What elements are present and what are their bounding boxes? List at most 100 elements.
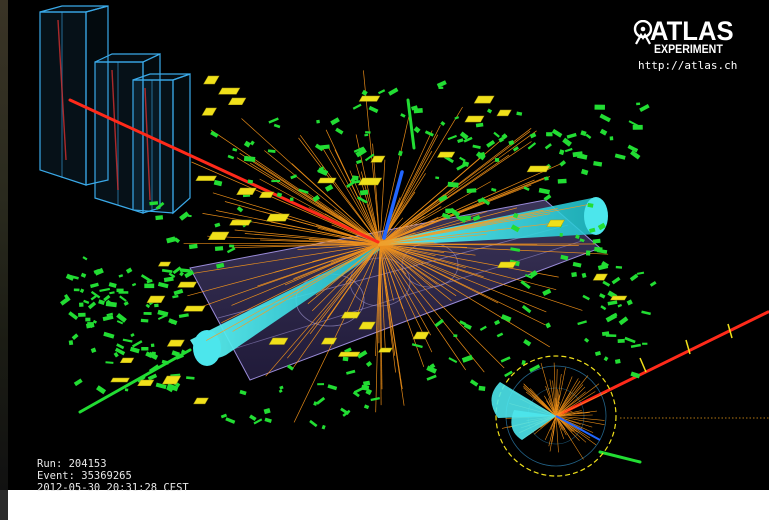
calorimeter-hit bbox=[309, 419, 318, 428]
chamber-hit bbox=[236, 187, 257, 195]
calorimeter-hit bbox=[359, 189, 369, 196]
inset-track bbox=[555, 410, 573, 417]
calorimeter-hit bbox=[116, 288, 124, 293]
inset-track bbox=[555, 392, 607, 417]
calorimeter-hit bbox=[447, 181, 459, 188]
calorimeter-hit bbox=[352, 391, 360, 398]
inset-track bbox=[555, 415, 559, 453]
calorimeter-hit bbox=[102, 314, 114, 322]
inset-track bbox=[555, 414, 593, 417]
calorimeter-hit bbox=[571, 271, 577, 278]
calorimeter-hit bbox=[624, 336, 636, 344]
calorimeter-hit bbox=[148, 364, 160, 374]
calorimeter-hit bbox=[607, 300, 618, 306]
inset-track bbox=[555, 375, 589, 417]
calorimeter-hit bbox=[90, 347, 97, 354]
calorimeter-hit bbox=[564, 147, 573, 153]
hadron-track bbox=[327, 146, 381, 245]
calorimeter-hit bbox=[455, 215, 466, 224]
calorimeter-hit bbox=[572, 261, 582, 268]
hadron-track bbox=[379, 130, 537, 245]
hadron-track bbox=[379, 243, 452, 301]
hadron-track bbox=[379, 243, 419, 266]
calorimeter-hit bbox=[642, 342, 648, 345]
calorimeter-hit bbox=[566, 132, 577, 139]
calorimeter-hit bbox=[214, 222, 221, 228]
calorimeter-hit bbox=[172, 266, 182, 275]
calorimeter-hit bbox=[581, 272, 587, 279]
calorimeter-hit bbox=[562, 137, 572, 147]
calorimeter-hit bbox=[144, 283, 155, 289]
calorimeter-hit bbox=[597, 222, 606, 231]
calorimeter-hit bbox=[580, 168, 589, 176]
calorimeter-hit bbox=[478, 385, 486, 392]
calorimeter-hit bbox=[145, 351, 153, 359]
hadron-track bbox=[379, 134, 508, 245]
chamber-hit bbox=[162, 375, 182, 385]
chamber-hit bbox=[358, 321, 376, 330]
calorimeter-hit bbox=[411, 343, 423, 349]
calorimeter-hit bbox=[342, 409, 351, 417]
chamber-hit bbox=[258, 191, 275, 198]
calorimeter-hit bbox=[114, 347, 126, 356]
calorimeter-hit bbox=[175, 354, 184, 360]
calorimeter-hit bbox=[426, 365, 437, 374]
calorimeter-hit bbox=[342, 356, 349, 362]
calorimeter-hit bbox=[154, 303, 159, 308]
hadron-track bbox=[325, 129, 381, 245]
hadron-track bbox=[379, 207, 518, 245]
hadron-track bbox=[236, 157, 381, 245]
logo-title: ATLAS bbox=[650, 16, 734, 46]
calorimeter-hit bbox=[116, 343, 125, 350]
calorimeter-hit bbox=[141, 347, 149, 351]
calorimeter-hit bbox=[585, 250, 591, 256]
calorimeter-hit bbox=[313, 401, 318, 406]
calorimeter-hit bbox=[145, 303, 151, 309]
calorimeter-hit bbox=[602, 280, 611, 287]
inset-track bbox=[540, 362, 557, 417]
chamber-hit bbox=[317, 177, 337, 184]
calorimeter-hit bbox=[614, 358, 621, 364]
calorimeter-hit bbox=[632, 124, 643, 130]
calorimeter-hit bbox=[316, 396, 326, 405]
calorimeter-hit bbox=[542, 288, 552, 296]
inset-track bbox=[548, 415, 557, 447]
calorimeter-hit bbox=[486, 108, 493, 114]
calorimeter-hit bbox=[289, 197, 294, 202]
calorimeter-hit bbox=[543, 194, 552, 202]
hadron-track bbox=[191, 161, 381, 245]
inset-track bbox=[555, 415, 605, 421]
calorimeter-hit bbox=[510, 247, 521, 252]
calorimeter-hit bbox=[357, 350, 368, 359]
calorimeter-hit bbox=[65, 273, 75, 281]
calorimeter-hit bbox=[378, 89, 386, 95]
hadron-track bbox=[297, 243, 381, 250]
calorimeter-hit bbox=[278, 389, 283, 393]
calorimeter-hit bbox=[85, 317, 91, 322]
calorimeter-hit bbox=[605, 313, 618, 323]
calorimeter-hit bbox=[630, 150, 641, 160]
hadron-track bbox=[265, 243, 381, 377]
calorimeter-hit bbox=[520, 280, 531, 290]
calorimeter-hit bbox=[609, 136, 614, 141]
calorimeter-hit bbox=[317, 383, 325, 386]
calorimeter-hit bbox=[529, 132, 537, 139]
atlas-figure-icon bbox=[633, 20, 653, 45]
calorimeter-hit bbox=[123, 301, 129, 306]
calorimeter-hit bbox=[559, 232, 563, 237]
calorimeter-hit bbox=[639, 103, 650, 112]
calorimeter-hit bbox=[456, 162, 468, 171]
calorimeter-hit bbox=[599, 113, 611, 123]
chamber-hit bbox=[546, 219, 565, 227]
calorimeter-hit bbox=[438, 194, 448, 203]
calorimeter-hit bbox=[363, 380, 371, 387]
calorimeter-hit bbox=[90, 282, 99, 289]
hadron-track bbox=[311, 243, 381, 312]
calorimeter-hit bbox=[161, 268, 173, 274]
calorimeter-hit bbox=[179, 268, 191, 273]
chamber-hit bbox=[195, 175, 217, 181]
calorimeter-hit bbox=[312, 194, 321, 203]
hadron-track bbox=[379, 243, 505, 369]
hadron-track bbox=[379, 243, 386, 352]
calorimeter-hit bbox=[617, 303, 623, 308]
